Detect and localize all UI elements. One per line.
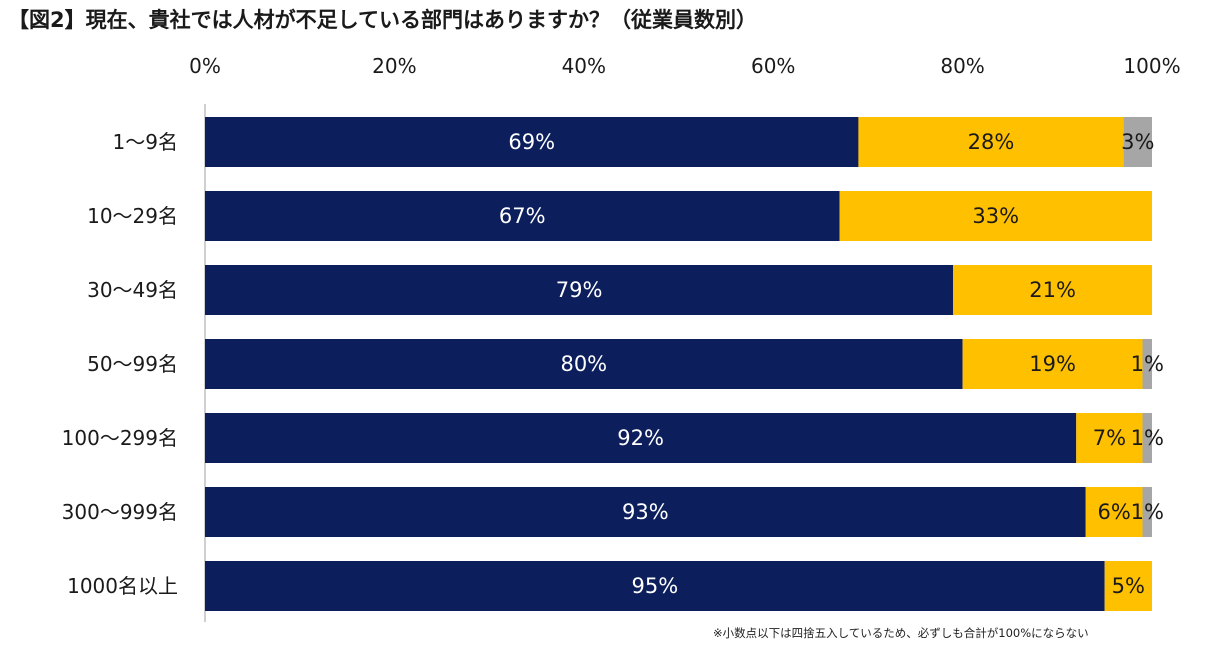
x-tick-label: 100% <box>1123 54 1180 78</box>
category-label: 10～29名 <box>87 204 178 228</box>
data-label: 67% <box>499 204 546 228</box>
bar-segment <box>839 191 1152 241</box>
x-tick-label: 20% <box>372 54 416 78</box>
category-label: 1000名以上 <box>67 574 178 598</box>
bar-segment <box>953 265 1152 315</box>
bar-segment <box>205 413 1077 463</box>
bar-segment <box>1076 413 1143 463</box>
data-label: 1% <box>1131 426 1164 450</box>
data-label: 5% <box>1112 574 1145 598</box>
category-label: 1～9名 <box>113 130 178 154</box>
data-label: 79% <box>556 278 603 302</box>
bar-segment <box>1142 339 1152 389</box>
chart-title: 【図2】現在、貴社では人材が不足している部門はありますか？（従業員数別） <box>8 8 757 32</box>
category-label: 30～49名 <box>87 278 178 302</box>
bar-segment <box>205 191 840 241</box>
data-label: 1% <box>1131 500 1164 524</box>
data-label: 93% <box>622 500 669 524</box>
data-label: 1% <box>1131 352 1164 376</box>
data-labels: 69% 28% 3%67% 33%79% 21%80% 19% 1%92% 7% 1%93% 6%… <box>499 130 1164 598</box>
bar-segment <box>205 117 859 167</box>
category-label: 300～999名 <box>62 500 178 524</box>
data-label: 6% <box>1097 500 1130 524</box>
x-tick-label: 80% <box>940 54 984 78</box>
x-tick-label: 40% <box>562 54 606 78</box>
data-label: 3% <box>1121 130 1154 154</box>
bar-segment <box>205 561 1105 611</box>
data-label: 33% <box>972 204 1019 228</box>
x-tick-label: 0% <box>189 54 221 78</box>
x-tick-labels: 0% 20% 40% 60% 80% 100% <box>189 54 1180 78</box>
bar-segment <box>1142 413 1152 463</box>
category-labels: 1～9名 10～29名 30～49名 50～99名 100～299名 300～999名 10… <box>62 130 178 598</box>
bars <box>205 117 1152 611</box>
bar-segment <box>858 117 1124 167</box>
bar-segment <box>205 265 954 315</box>
data-label: 80% <box>560 352 607 376</box>
bar-segment <box>1123 117 1152 167</box>
data-label: 7% <box>1093 426 1126 450</box>
bar-segment <box>1142 487 1152 537</box>
data-label: 69% <box>508 130 555 154</box>
category-label: 50～99名 <box>87 352 178 376</box>
footnote: ※小数点以下は四捨五入しているため、必ずしも合計が100%にならない <box>713 626 1089 640</box>
data-label: 28% <box>968 130 1015 154</box>
data-label: 95% <box>631 574 678 598</box>
bar-segment <box>1085 487 1143 537</box>
data-label: 92% <box>617 426 664 450</box>
data-label: 21% <box>1029 278 1076 302</box>
data-label: 19% <box>1029 352 1076 376</box>
bar-segment <box>962 339 1143 389</box>
bar-segment <box>205 487 1086 537</box>
x-tick-label: 60% <box>751 54 795 78</box>
bar-segment <box>1104 561 1152 611</box>
bar-segment <box>205 339 963 389</box>
category-label: 100～299名 <box>62 426 178 450</box>
